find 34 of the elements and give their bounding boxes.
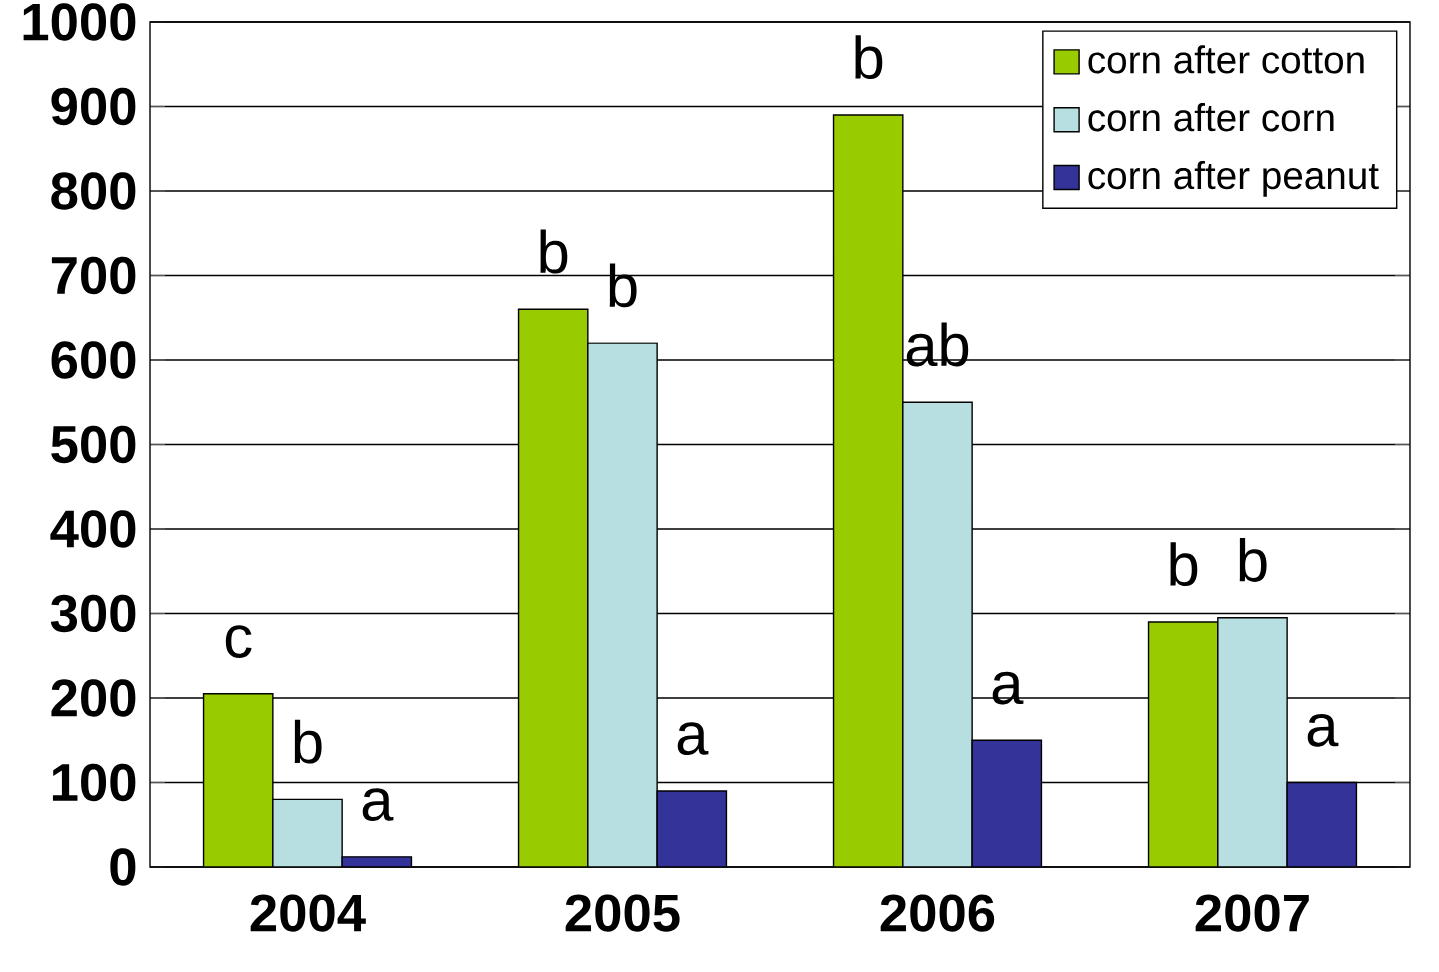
annotation: b [294,719,322,764]
annotation: b [540,229,568,274]
annotation: b [609,263,637,308]
bar [272,798,343,867]
y-tick-label: 200 [51,679,136,717]
x-tick-label: 2004 [250,894,366,932]
annotation: a [992,671,1024,705]
annotation: b [1239,538,1267,582]
bar [587,342,658,867]
x-tick-label: 2005 [565,894,680,932]
annotation: ab [906,322,969,367]
legend-label: corn after corn [1088,103,1334,132]
y-tick-label: 500 [51,425,136,464]
y-tick-label: 900 [51,87,136,126]
bar [902,401,973,867]
legend-label: corn after peanut [1088,160,1379,197]
bar [1217,617,1288,867]
x-tick-label: 2006 [880,894,995,932]
y-tick-label: 700 [51,256,136,295]
annotation: c [225,625,252,658]
legend-label: corn after cotton [1088,45,1364,74]
annotation: b [855,35,883,80]
y-tick-label: 300 [50,594,136,633]
x-tick-label: 2007 [1195,894,1309,932]
annotation: a [677,722,709,756]
y-tick-label: 100 [52,763,136,802]
y-tick-label: 400 [50,510,136,548]
y-tick-label: 1000 [23,3,136,41]
y-tick-label: 800 [51,172,136,210]
annotation: b [1170,542,1198,587]
y-tick-label: 0 [110,848,136,886]
y-tick-label: 600 [51,341,136,379]
annotation: a [1307,713,1339,747]
annotation: a [362,788,394,822]
